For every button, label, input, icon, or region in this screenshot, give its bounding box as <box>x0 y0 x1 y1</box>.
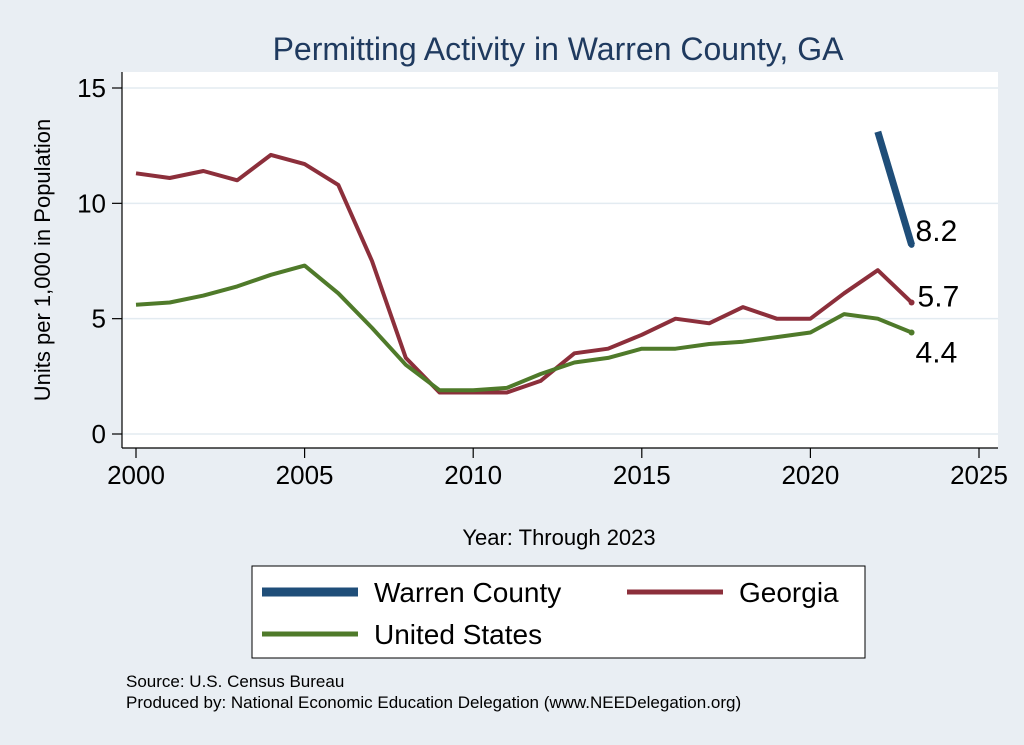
end-labels: 5.7 4.4 8.2 <box>916 215 960 370</box>
x-tick-label: 2025 <box>950 460 1008 490</box>
legend-label: Georgia <box>739 577 839 608</box>
legend-label: United States <box>374 619 542 650</box>
end-point-marker <box>908 329 915 336</box>
source-line-1: Source: U.S. Census Bureau <box>126 672 344 691</box>
end-point-marker <box>908 241 915 248</box>
y-tick-label: 15 <box>77 73 106 103</box>
x-tick-label: 2000 <box>107 460 165 490</box>
source-line-2: Produced by: National Economic Education… <box>126 693 741 712</box>
end-value-label: 4.4 <box>916 337 958 370</box>
y-tick-label: 5 <box>92 304 106 334</box>
series-line-georgia <box>135 152 913 395</box>
grid-lines <box>122 87 998 435</box>
end-value-label: 8.2 <box>916 215 958 248</box>
y-axis-label: Units per 1,000 in Population <box>30 119 55 402</box>
x-tick-label: 2005 <box>276 460 334 490</box>
series-lines <box>135 130 915 395</box>
plot-area <box>122 72 998 448</box>
x-tick-label: 2010 <box>444 460 502 490</box>
end-value-label: 5.7 <box>918 281 960 314</box>
legend-box <box>251 565 866 659</box>
legend: Warren County Georgia United States <box>262 577 839 650</box>
y-tick-label: 0 <box>92 419 106 449</box>
end-point-marker <box>908 299 915 306</box>
series-line-united-states <box>135 263 913 393</box>
x-tick-label: 2020 <box>781 460 839 490</box>
x-tick-label: 2015 <box>613 460 671 490</box>
x-axis-label: Year: Through 2023 <box>462 525 655 550</box>
series-line-warren-county <box>874 130 915 246</box>
legend-label: Warren County <box>374 577 561 608</box>
chart-title: Permitting Activity in Warren County, GA <box>273 31 845 67</box>
y-tick-label: 10 <box>77 188 106 218</box>
axis-ticks: 0 5 10 15 2000 2005 2010 2015 2020 2025 <box>77 73 1008 490</box>
